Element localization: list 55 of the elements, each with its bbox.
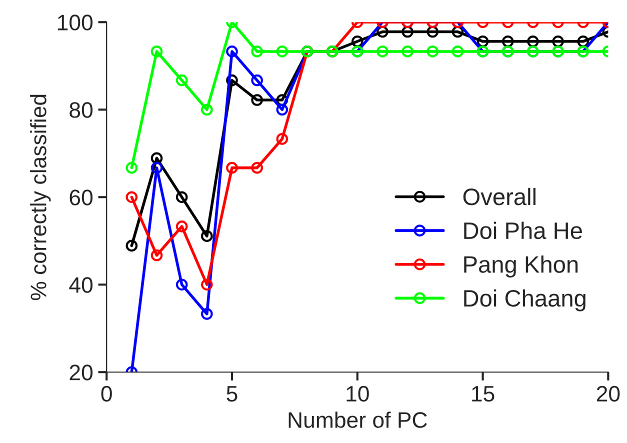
- legend-label: Pang Khon: [464, 256, 578, 278]
- x-tick-label: 15: [472, 386, 494, 402]
- point: [502, 35, 514, 48]
- point: [426, 26, 439, 38]
- point: [376, 46, 388, 58]
- point: [176, 191, 188, 204]
- point: [552, 35, 564, 48]
- point: [150, 152, 163, 164]
- x-tick-label: 0: [101, 386, 112, 402]
- point: [452, 46, 464, 58]
- point: [150, 162, 163, 174]
- point: [226, 46, 238, 58]
- point: [226, 162, 238, 174]
- y-tick-label: 100: [58, 14, 93, 30]
- point: [276, 46, 288, 58]
- point: [402, 26, 414, 38]
- legend-label: Doi Chaang: [464, 289, 586, 312]
- point: [201, 308, 213, 320]
- point: [251, 162, 263, 174]
- y-tick-label: 40: [69, 277, 93, 293]
- point: [402, 46, 414, 58]
- point: [201, 278, 213, 291]
- point: [376, 26, 388, 38]
- point: [226, 74, 238, 86]
- y-tick-label: 60: [70, 190, 93, 206]
- legend-label: Overall: [463, 188, 536, 206]
- point: [201, 104, 213, 116]
- point: [201, 230, 213, 242]
- x-tick-label: 10: [346, 386, 369, 402]
- point: [150, 249, 163, 262]
- point: [251, 46, 263, 58]
- point: [251, 94, 263, 106]
- point: [126, 240, 138, 252]
- legend-label: Doi Pha He: [464, 222, 582, 240]
- point: [351, 35, 364, 48]
- y-tick-label: 80: [70, 102, 93, 118]
- x-tick-label: 5: [226, 386, 238, 402]
- x-tick-label: 20: [596, 386, 620, 402]
- y-axis-title: % correctly classified: [30, 94, 51, 300]
- point: [426, 46, 439, 58]
- point: [276, 133, 288, 145]
- x-axis-title: Number of PC: [288, 412, 427, 428]
- point: [476, 35, 489, 48]
- point: [176, 74, 188, 86]
- point: [150, 46, 163, 58]
- point: [126, 191, 138, 204]
- point: [176, 278, 188, 291]
- y-tick-label: 20: [70, 364, 93, 380]
- point: [577, 35, 590, 48]
- point: [452, 26, 464, 38]
- point: [126, 162, 138, 174]
- point: [276, 104, 288, 116]
- point: [251, 74, 263, 86]
- point: [527, 35, 539, 48]
- point: [176, 220, 188, 232]
